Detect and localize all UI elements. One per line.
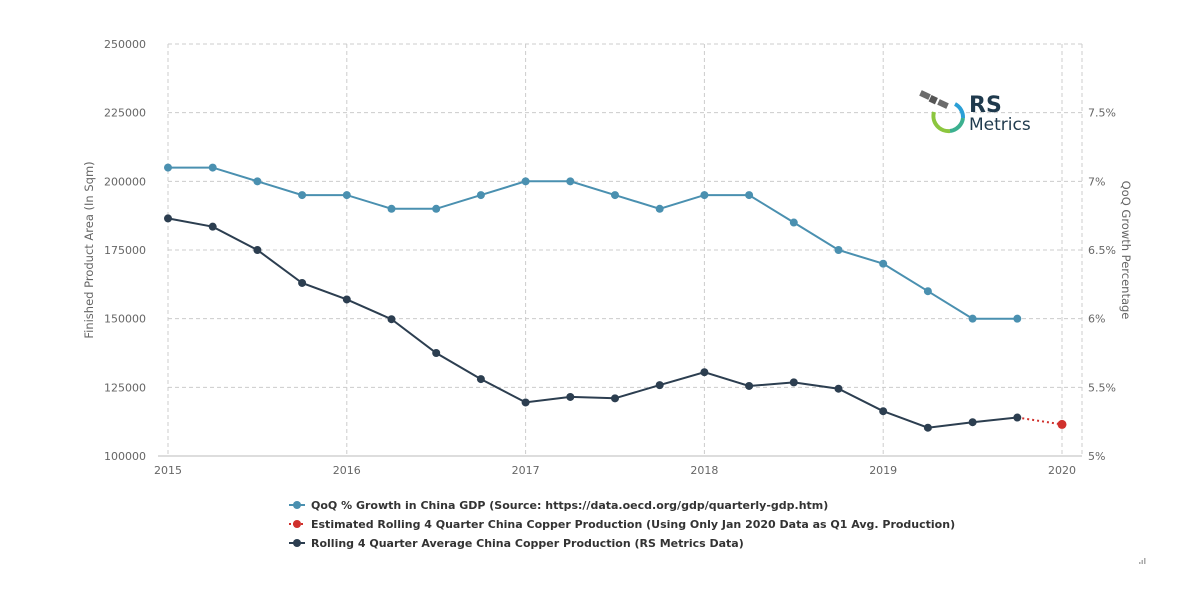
legend-marker bbox=[293, 520, 301, 528]
data-point[interactable] bbox=[164, 163, 172, 172]
data-point[interactable] bbox=[700, 191, 709, 200]
x-tick-label: 2019 bbox=[869, 464, 897, 477]
data-point[interactable] bbox=[253, 177, 262, 186]
rs-metrics-logo: RS Metrics bbox=[919, 90, 1031, 135]
y-left-tick-label: 150000 bbox=[104, 313, 146, 326]
data-point[interactable] bbox=[1013, 413, 1022, 422]
y-left-tick-label: 100000 bbox=[104, 450, 146, 463]
x-tick-label: 2020 bbox=[1048, 464, 1076, 477]
y-right-tick-label: 5% bbox=[1088, 450, 1105, 463]
data-point[interactable] bbox=[476, 191, 485, 200]
legend-marker bbox=[293, 501, 301, 509]
data-point[interactable] bbox=[521, 177, 530, 186]
series-0 bbox=[164, 163, 1022, 323]
data-point[interactable] bbox=[789, 378, 798, 387]
legend-item[interactable]: Rolling 4 Quarter Average China Copper P… bbox=[289, 537, 744, 550]
legend: QoQ % Growth in China GDP (Source: https… bbox=[289, 499, 955, 550]
data-point[interactable] bbox=[611, 191, 619, 200]
data-point[interactable] bbox=[879, 259, 888, 268]
data-point[interactable] bbox=[342, 191, 351, 200]
logo-ring-icon bbox=[931, 102, 965, 134]
data-point[interactable] bbox=[1013, 314, 1022, 323]
axes: 100000 125000 150000 175000 200000 225000 2500… bbox=[104, 38, 1116, 477]
legend-item[interactable]: QoQ % Growth in China GDP (Source: https… bbox=[289, 499, 828, 512]
data-point[interactable] bbox=[432, 204, 441, 213]
data-point[interactable] bbox=[923, 287, 932, 296]
logo-metrics-text: Metrics bbox=[969, 115, 1031, 135]
data-point[interactable] bbox=[789, 218, 798, 227]
data-point[interactable] bbox=[521, 398, 530, 407]
y-left-tick-label: 225000 bbox=[104, 107, 146, 120]
data-point[interactable] bbox=[253, 246, 262, 254]
legend-marker bbox=[293, 539, 301, 547]
data-point[interactable] bbox=[298, 191, 307, 200]
series-2 bbox=[164, 214, 1022, 432]
data-point[interactable] bbox=[834, 246, 843, 254]
legend-label: Rolling 4 Quarter Average China Copper P… bbox=[311, 537, 744, 550]
data-point[interactable] bbox=[342, 295, 351, 304]
y-right-tick-label: 7% bbox=[1088, 175, 1105, 188]
data-point[interactable] bbox=[745, 191, 754, 200]
logo-rs-text: RS bbox=[969, 93, 1002, 118]
legend-label: QoQ % Growth in China GDP (Source: https… bbox=[311, 499, 828, 512]
data-point[interactable] bbox=[968, 418, 977, 427]
legend-item[interactable]: Estimated Rolling 4 Quarter China Copper… bbox=[289, 518, 955, 531]
y-right-tick-label: 5.5% bbox=[1088, 381, 1116, 394]
y-right-axis-title: QoQ Growth Percentage bbox=[1119, 181, 1133, 320]
series-1 bbox=[1017, 416, 1067, 429]
legend-label: Estimated Rolling 4 Quarter China Copper… bbox=[311, 518, 955, 531]
series-group bbox=[164, 163, 1067, 432]
series-line bbox=[167, 217, 1018, 429]
data-point[interactable] bbox=[432, 349, 441, 357]
data-point[interactable] bbox=[208, 163, 217, 172]
data-point[interactable] bbox=[566, 177, 575, 186]
y-right-tick-label: 7.5% bbox=[1088, 107, 1116, 120]
data-point[interactable] bbox=[566, 392, 575, 401]
data-point[interactable] bbox=[655, 204, 664, 213]
y-left-axis-title: Finished Product Area (In Sqm) bbox=[82, 161, 96, 338]
data-point[interactable] bbox=[700, 368, 709, 377]
data-point[interactable] bbox=[298, 278, 307, 287]
data-point[interactable] bbox=[745, 381, 754, 390]
data-point[interactable] bbox=[476, 375, 485, 384]
x-tick-label: 2016 bbox=[333, 464, 361, 477]
y-right-tick-label: 6.5% bbox=[1088, 244, 1116, 257]
x-tick-label: 2017 bbox=[512, 464, 540, 477]
series-line bbox=[1017, 416, 1063, 426]
x-tick-label: 2018 bbox=[690, 464, 718, 477]
data-point[interactable] bbox=[655, 381, 664, 390]
data-point[interactable] bbox=[968, 314, 977, 323]
data-point[interactable] bbox=[879, 407, 888, 416]
satellite-icon bbox=[919, 90, 949, 109]
y-left-tick-label: 200000 bbox=[104, 175, 146, 188]
y-left-tick-label: 175000 bbox=[104, 244, 146, 257]
data-point[interactable] bbox=[208, 222, 217, 231]
data-point[interactable] bbox=[611, 394, 619, 403]
data-point[interactable] bbox=[387, 315, 396, 324]
data-point[interactable] bbox=[1057, 419, 1067, 429]
y-left-tick-label: 250000 bbox=[104, 38, 146, 51]
y-left-tick-label: 125000 bbox=[104, 381, 146, 394]
series-line bbox=[168, 166, 1018, 320]
y-right-tick-label: 6% bbox=[1088, 313, 1105, 326]
data-point[interactable] bbox=[834, 384, 843, 393]
data-point[interactable] bbox=[164, 214, 172, 223]
x-tick-label: 2015 bbox=[154, 464, 182, 477]
data-point[interactable] bbox=[387, 204, 396, 213]
resize-grip-icon[interactable] bbox=[1139, 558, 1146, 564]
data-point[interactable] bbox=[923, 423, 932, 432]
